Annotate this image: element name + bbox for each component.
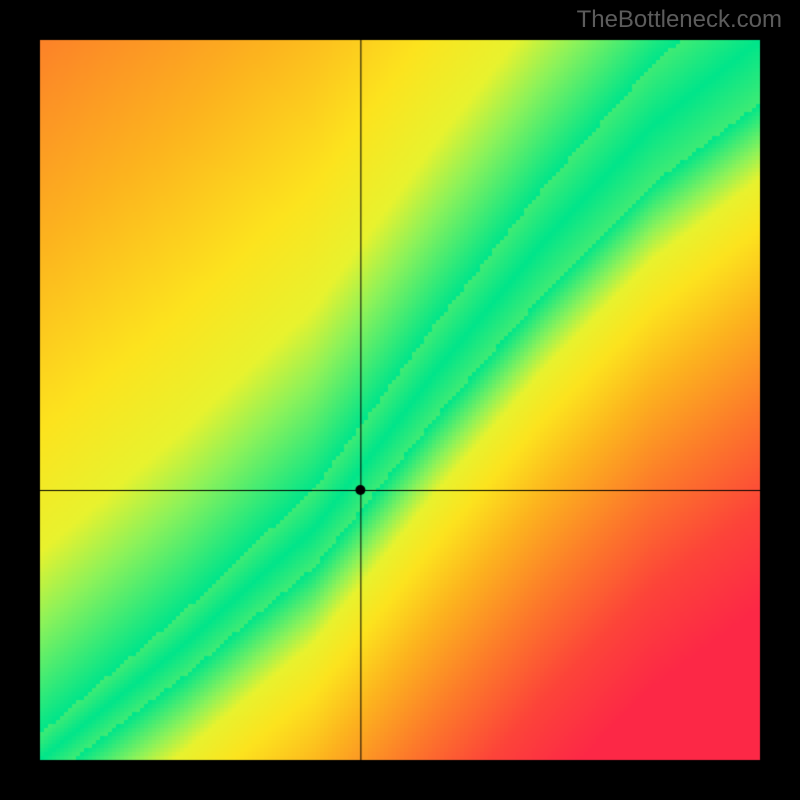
bottleneck-heatmap-canvas (0, 0, 800, 800)
chart-container: TheBottleneck.com (0, 0, 800, 800)
watermark-text: TheBottleneck.com (577, 6, 782, 34)
